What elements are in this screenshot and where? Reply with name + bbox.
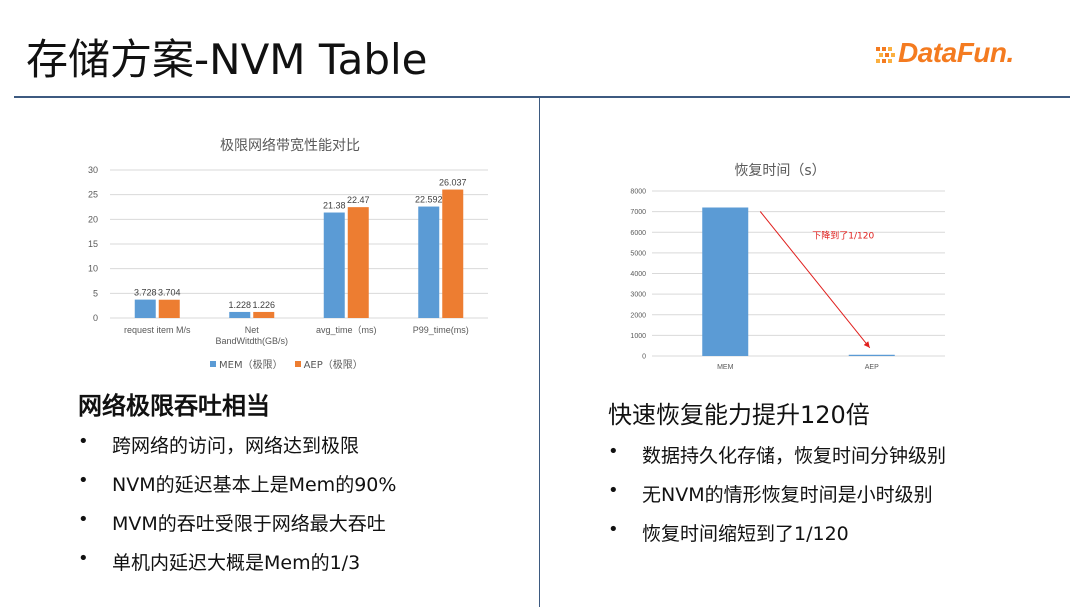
- bar: [702, 207, 749, 356]
- bar: [442, 189, 464, 318]
- y-tick-label: 3000: [630, 292, 646, 299]
- right-heading: 快速恢复能力提升120倍: [608, 401, 870, 429]
- left-bullet-list: 跨网络的访问，网络达到极限 NVM的延迟基本上是Mem的90% MVM的吞吐受限…: [78, 431, 396, 587]
- x-tick-label: P99_time(ms): [413, 325, 469, 335]
- header-divider: [14, 96, 1070, 98]
- y-tick-label: 2000: [630, 312, 646, 319]
- right-bullet-item: 恢复时间缩短到了1/120: [608, 519, 946, 558]
- bar: [323, 212, 345, 318]
- left-bullet-item: MVM的吞吐受限于网络最大吞吐: [78, 509, 396, 548]
- right-bullet-list: 数据持久化存储，恢复时间分钟级别 无NVM的情形恢复时间是小时级别 恢复时间缩短…: [608, 441, 946, 558]
- bar: [347, 207, 369, 318]
- slide-title: 存储方案-NVM Table: [26, 35, 428, 84]
- bar: [158, 299, 180, 318]
- y-tick-label: 10: [88, 264, 98, 274]
- y-tick-label: 5000: [630, 250, 646, 257]
- left-chart-title: 极限网络带宽性能对比: [220, 138, 360, 154]
- y-tick-label: 0: [642, 354, 646, 361]
- bar: [229, 311, 251, 318]
- x-tick-label: MEM: [717, 364, 734, 371]
- y-tick-label: 25: [88, 190, 98, 200]
- bar: [848, 354, 895, 356]
- left-bullet-item: 跨网络的访问，网络达到极限: [78, 431, 396, 470]
- right-chart-title: 恢复时间（s）: [734, 163, 826, 179]
- left-chart-legend: MEM（极限） AEP（极限）: [210, 356, 363, 371]
- logo-text: DataFun.: [898, 37, 1014, 68]
- bar: [253, 311, 275, 318]
- y-tick-label: 20: [88, 214, 98, 224]
- data-label: 3.704: [158, 288, 181, 298]
- logo-dots-icon: [876, 47, 895, 63]
- column-divider: [539, 98, 540, 607]
- legend-item-mem: MEM（极限）: [210, 356, 283, 371]
- y-tick-label: 15: [88, 239, 98, 249]
- y-tick-label: 0: [93, 313, 98, 323]
- legend-item-aep: AEP（极限）: [294, 356, 363, 371]
- legend-aep-label: AEP（极限）: [303, 360, 363, 371]
- y-tick-label: 30: [88, 165, 98, 175]
- annotation-arrow: [759, 211, 871, 349]
- datafun-logo: DataFun.: [876, 33, 1046, 83]
- recovery-time-bar-chart: 0 1000 2000 3000 4000 5000 6000 7000 8000 MEM AEP 下…: [630, 189, 945, 371]
- data-label: 26.037: [439, 178, 467, 188]
- x-tick-label: BandWitdth(GB/s): [215, 336, 288, 346]
- y-tick-label: 5: [93, 288, 98, 298]
- left-bullet-item: NVM的延迟基本上是Mem的90%: [78, 470, 396, 509]
- annotation-label: 下降到了1/120: [812, 230, 874, 242]
- x-tick-label: request item M/s: [124, 325, 191, 335]
- left-bullet-item: 单机内延迟大概是Mem的1/3: [78, 548, 396, 587]
- y-tick-label: 4000: [630, 271, 646, 278]
- bandwidth-bar-chart: 0 5 10 15 20 25 30 3.728 3.704 request item M/s 1.…: [88, 165, 488, 346]
- legend-mem-label: MEM（极限）: [219, 360, 283, 371]
- data-label: 1.228: [228, 300, 251, 310]
- x-tick-label: avg_time（ms): [316, 325, 377, 335]
- y-tick-label: 8000: [630, 189, 646, 196]
- data-label: 21.38: [323, 201, 346, 211]
- y-tick-label: 1000: [630, 333, 646, 340]
- y-tick-label: 7000: [630, 209, 646, 216]
- data-label: 22.47: [347, 195, 370, 205]
- y-tick-label: 6000: [630, 230, 646, 237]
- data-label: 1.226: [252, 300, 275, 310]
- x-tick-label: Net: [245, 325, 260, 335]
- x-tick-label: AEP: [865, 364, 879, 371]
- left-heading: 网络极限吞吐相当: [78, 392, 270, 420]
- bar: [134, 299, 156, 318]
- right-bullet-item: 无NVM的情形恢复时间是小时级别: [608, 480, 946, 519]
- bar: [418, 206, 440, 318]
- data-label: 22.592: [415, 195, 443, 205]
- data-label: 3.728: [134, 288, 157, 298]
- right-bullet-item: 数据持久化存储，恢复时间分钟级别: [608, 441, 946, 480]
